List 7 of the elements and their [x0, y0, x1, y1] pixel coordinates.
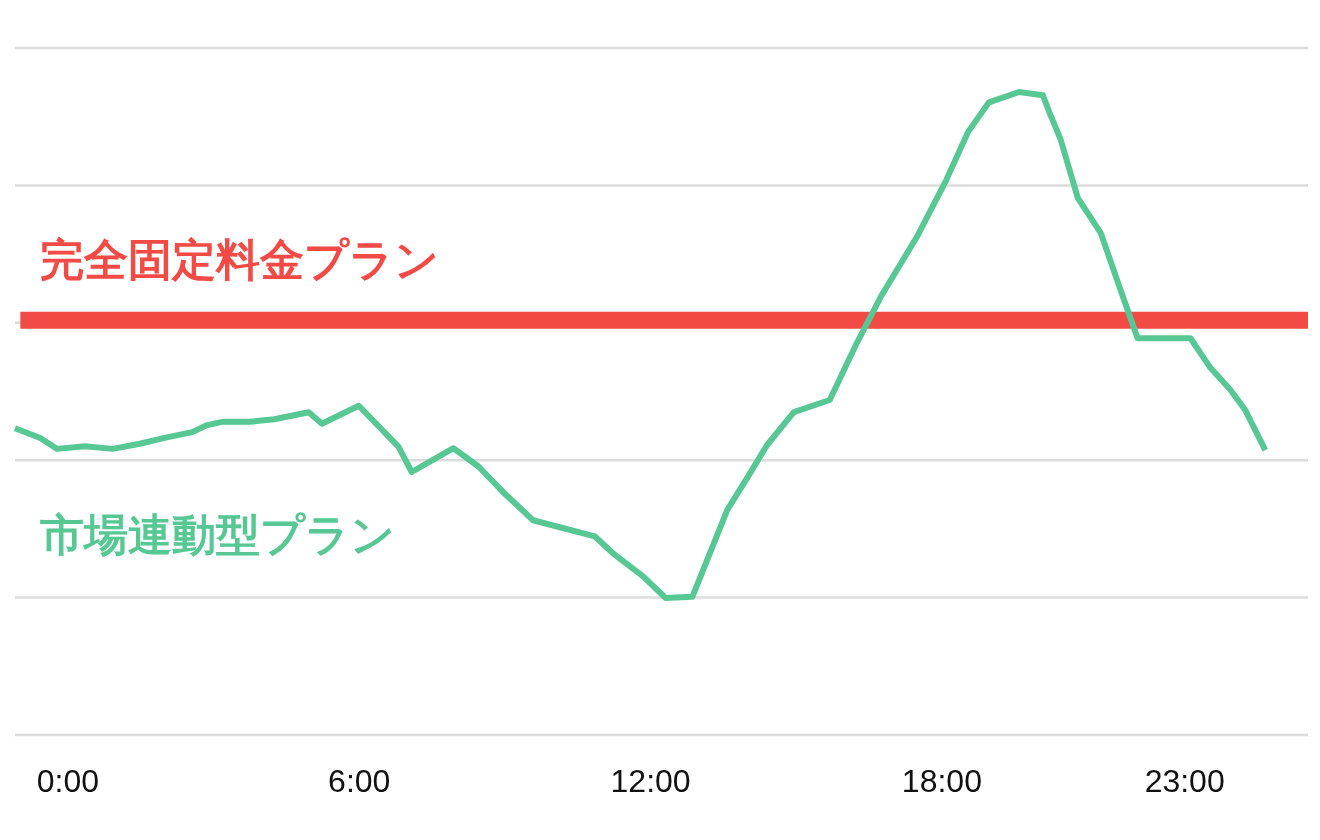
x-tick-label: 0:00 [36, 763, 100, 799]
x-tick-label: 18:00 [901, 763, 982, 799]
series-label: 完全固定料金プラン [40, 234, 439, 286]
x-tick-label: 6:00 [328, 763, 391, 799]
x-tick-label: 23:00 [1144, 763, 1225, 799]
x-tick-label: 12:00 [610, 763, 691, 799]
series-label: 市場連動型プラン [40, 509, 395, 561]
